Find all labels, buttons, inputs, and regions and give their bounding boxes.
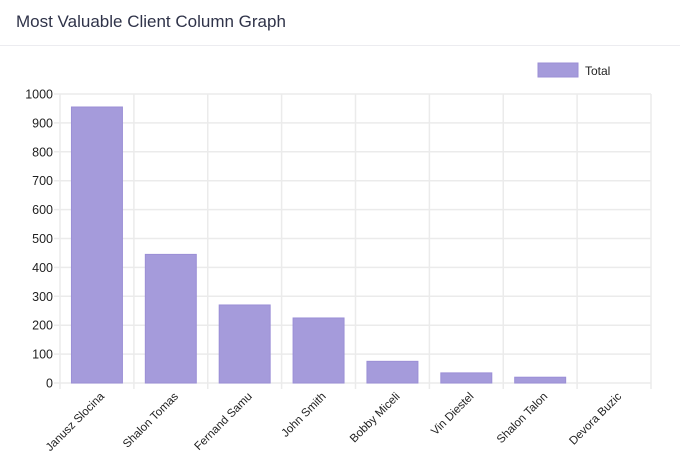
bar-vin-diestel[interactable] xyxy=(440,372,493,384)
bar-janusz-slocina[interactable] xyxy=(70,106,123,384)
x-tick-label: Shalon Talon xyxy=(495,391,550,446)
bar-bobby-miceli[interactable] xyxy=(366,360,419,384)
bar-shalon-tomas[interactable] xyxy=(144,253,197,384)
x-axis-ticks: Janusz Slocina Shalon Tomas Fernand Samu Jo… xyxy=(44,390,624,454)
column-chart: 0 100 200 300 400 500 600 700 800 900 1000 Janusz … xyxy=(25,62,652,454)
y-axis-ticks: 0 100 200 300 400 500 600 700 800 900 1000 xyxy=(25,88,53,391)
y-tick-label: 1000 xyxy=(25,88,53,102)
legend-swatch-total[interactable] xyxy=(537,62,579,78)
y-tick-label: 600 xyxy=(32,203,53,217)
card-title: Most Valuable Client Column Graph xyxy=(16,12,286,31)
legend[interactable]: Total xyxy=(537,62,610,78)
y-tick-label: 100 xyxy=(32,348,53,362)
x-tick-label: Devora Buzic xyxy=(567,390,624,447)
x-tick-label: Janusz Slocina xyxy=(44,390,108,454)
legend-label-total[interactable]: Total xyxy=(585,64,610,78)
card-header: Most Valuable Client Column Graph xyxy=(0,0,680,46)
y-tick-label: 0 xyxy=(46,377,53,391)
y-tick-label: 200 xyxy=(32,319,53,333)
x-tick-label: Vin Diestel xyxy=(429,391,476,438)
chart-area: 0 100 200 300 400 500 600 700 800 900 1000 Janusz … xyxy=(0,47,680,464)
y-tick-label: 500 xyxy=(32,232,53,246)
y-tick-label: 400 xyxy=(32,261,53,275)
x-tick-label: Fernand Samu xyxy=(193,391,255,453)
grid-lines xyxy=(54,93,652,389)
y-tick-label: 700 xyxy=(32,174,53,188)
y-tick-label: 800 xyxy=(32,145,53,159)
bars xyxy=(70,106,567,384)
x-tick-label: Shalon Tomas xyxy=(121,390,181,450)
bar-john-smith[interactable] xyxy=(292,317,345,384)
y-tick-label: 900 xyxy=(32,116,53,130)
y-tick-label: 300 xyxy=(32,290,53,304)
bar-shalon-talon[interactable] xyxy=(514,376,567,384)
x-tick-label: John Smith xyxy=(280,391,329,440)
bar-fernand-samu[interactable] xyxy=(218,304,271,384)
x-tick-label: Bobby Miceli xyxy=(348,391,403,446)
